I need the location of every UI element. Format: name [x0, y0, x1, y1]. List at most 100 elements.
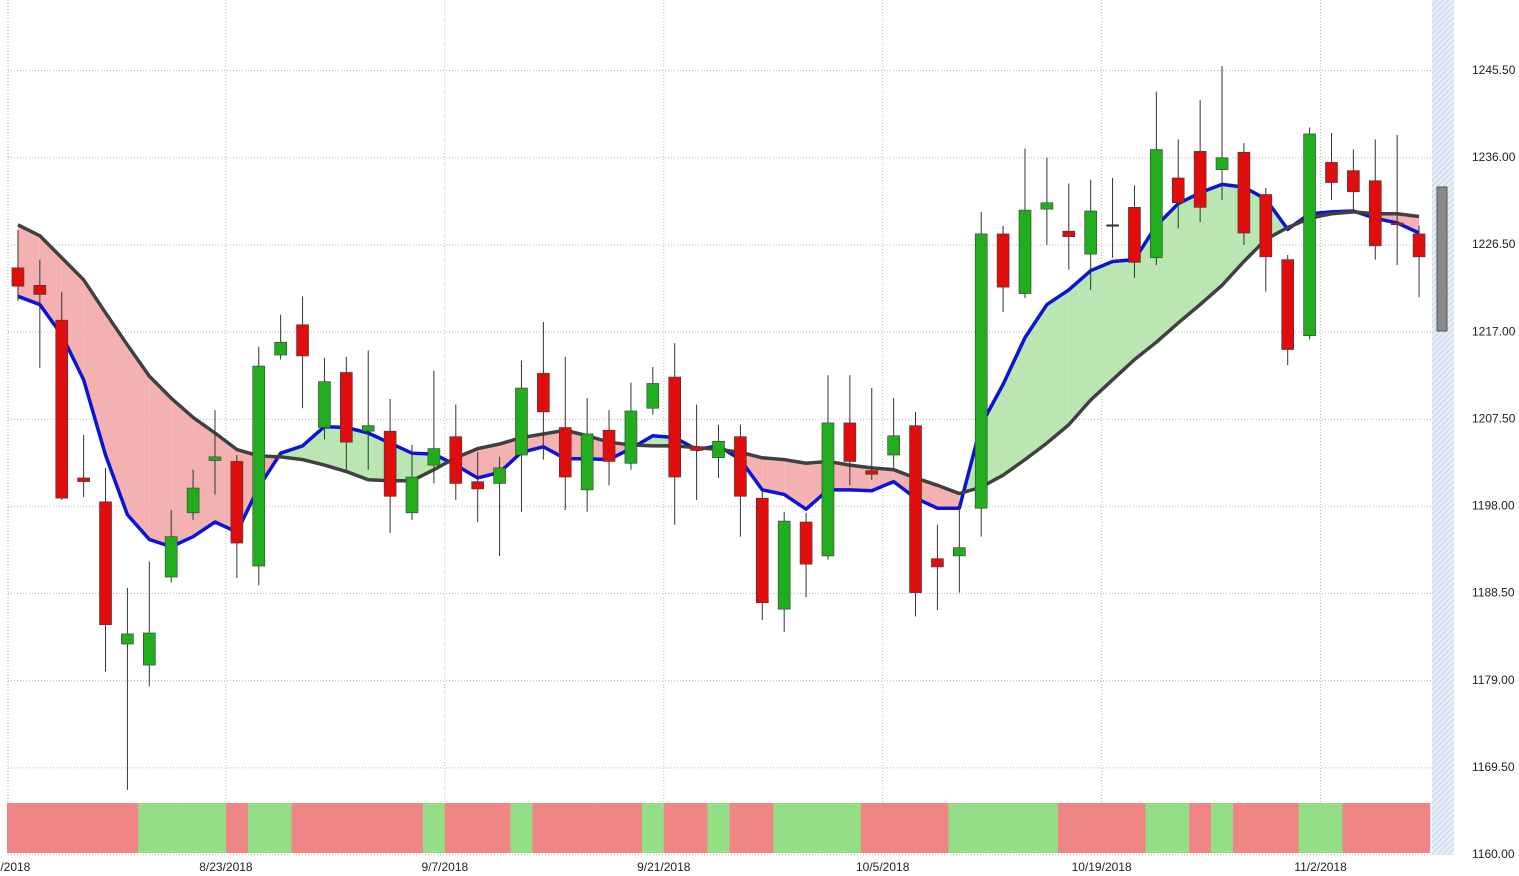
ma-fill [149, 376, 172, 547]
signal-block [247, 803, 271, 853]
candle-body [865, 470, 879, 475]
signal-block [904, 803, 927, 853]
signal-block [160, 803, 183, 853]
signal-block [357, 803, 380, 853]
candle-body [427, 448, 441, 466]
y-tick-label: 1226.50 [1472, 237, 1516, 251]
signal-block [817, 803, 840, 853]
signal-block [269, 803, 292, 853]
signal-block [992, 803, 1015, 853]
signal-block [1254, 803, 1278, 853]
signal-block [795, 803, 818, 853]
signal-block [1167, 803, 1190, 853]
signal-block [72, 803, 95, 853]
candle-body [1390, 222, 1404, 226]
signal-block [225, 803, 249, 853]
x-tick-label: 8/9/2018 [0, 860, 31, 874]
ma-fill [1397, 213, 1420, 234]
candle-body [974, 233, 988, 509]
candle-body [909, 425, 922, 593]
candle-body [515, 387, 528, 456]
ma-fill [127, 344, 150, 540]
candle-body [1347, 170, 1360, 193]
candle-body [99, 501, 112, 626]
candle-body [624, 410, 638, 464]
candle-body [1062, 230, 1076, 237]
candle-body [887, 435, 900, 456]
x-tick-label: 9/21/2018 [637, 860, 691, 874]
candle-body [1193, 151, 1207, 208]
candle-body [799, 521, 813, 565]
candle-body [1040, 202, 1054, 210]
candle-body [449, 436, 463, 484]
signal-block [838, 803, 862, 853]
y-tick-label: 1217.00 [1472, 324, 1516, 338]
ma-fill [302, 426, 325, 466]
candle-body [1106, 224, 1119, 227]
signal-block [1320, 803, 1343, 853]
signal-block [598, 803, 621, 853]
candle-body [558, 427, 572, 478]
ma-fill [193, 417, 215, 537]
signal-block [1057, 803, 1081, 853]
candle-body [1303, 133, 1316, 337]
signal-block [335, 803, 358, 853]
candle-body [493, 467, 506, 484]
signal-block [1035, 803, 1059, 853]
scrollbar[interactable] [1432, 0, 1454, 855]
candle-body [274, 341, 287, 356]
y-tick-label: 1188.50 [1472, 586, 1515, 600]
candle-body [690, 446, 703, 451]
candle-body [1084, 210, 1097, 255]
candle-body [1237, 151, 1251, 234]
signal-block [379, 803, 402, 853]
signal-block [1386, 803, 1409, 853]
candle-body [1325, 162, 1338, 183]
candle-body [186, 487, 200, 514]
scrollbar-thumb[interactable] [1436, 186, 1448, 332]
signal-block [291, 803, 314, 853]
ma-fill [1046, 289, 1069, 444]
signal-block [1232, 803, 1256, 853]
signal-block [1145, 803, 1168, 853]
signal-block [729, 803, 752, 853]
candle-body [121, 633, 134, 645]
signal-block [488, 803, 511, 853]
ma-fill [937, 485, 960, 509]
candle-body [646, 383, 660, 409]
candle-body [1128, 207, 1141, 263]
candle-body [1368, 180, 1382, 247]
signal-block [1101, 803, 1124, 853]
signal-block [948, 803, 971, 853]
y-tick-label: 1245.50 [1472, 63, 1516, 77]
candle-body [252, 365, 266, 567]
signal-block [685, 803, 708, 853]
candle-body [1018, 209, 1032, 294]
candle-body [755, 497, 769, 604]
candle-body [55, 319, 69, 499]
signal-block [444, 803, 468, 853]
signal-block [532, 803, 555, 853]
signal-block [1408, 803, 1431, 853]
candle-body [712, 440, 725, 459]
candle-body [843, 422, 857, 462]
candle-body [33, 285, 47, 295]
candle-body [602, 429, 616, 462]
signal-block [860, 803, 883, 853]
y-tick-label: 1198.00 [1472, 499, 1515, 513]
signal-block [751, 803, 774, 853]
signal-block [707, 803, 730, 853]
candle-body [996, 233, 1010, 288]
y-tick-label: 1169.50 [1472, 760, 1515, 774]
candle-body [580, 433, 594, 491]
x-tick-label: 10/5/2018 [856, 860, 910, 874]
signal-block [7, 803, 30, 853]
x-tick-label: 10/19/2018 [1072, 860, 1132, 874]
ma-fill [61, 257, 84, 380]
candle-body [143, 632, 156, 666]
candle-body [11, 267, 25, 287]
ma-fill [1112, 259, 1135, 380]
candle-body [164, 536, 178, 578]
signal-block [204, 803, 227, 853]
